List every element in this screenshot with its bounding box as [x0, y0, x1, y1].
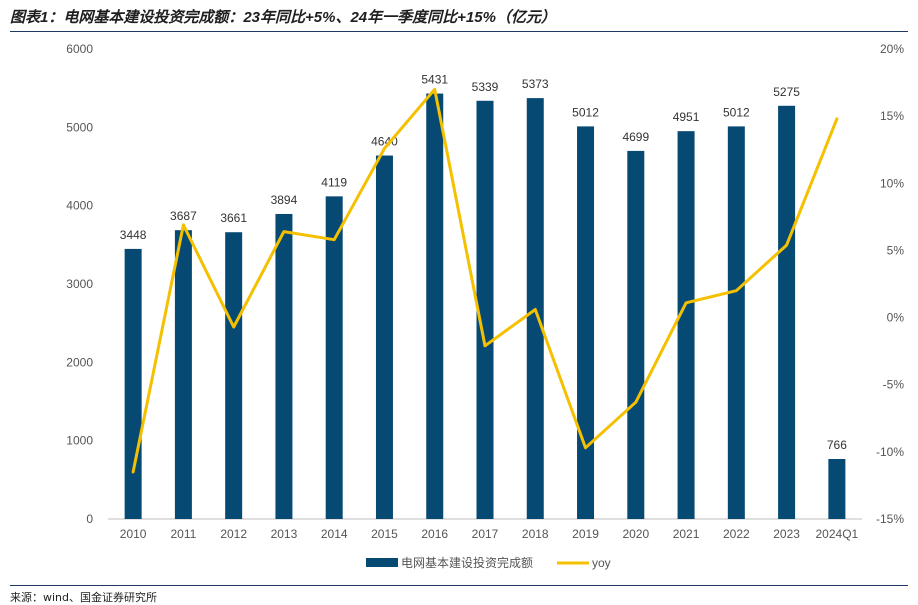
chart-legend: 电网基本建设投资完成额 yoy [366, 555, 611, 570]
y-left-tick-label: 0 [86, 512, 93, 526]
bar [577, 126, 594, 519]
bar-value-label: 4699 [622, 130, 649, 144]
y-right-tick-label: 0% [887, 311, 905, 325]
bar-value-label: 4951 [673, 110, 700, 124]
bar [778, 106, 795, 519]
x-tick-label: 2017 [472, 527, 499, 541]
bar [326, 196, 343, 519]
y-right-tick-label: -15% [876, 512, 904, 526]
y-left-tick-label: 6000 [66, 42, 93, 56]
bar-value-label: 5373 [522, 77, 549, 91]
bar-value-label: 3661 [220, 211, 247, 225]
x-tick-label: 2022 [723, 527, 750, 541]
source-note: 来源：wind、国金证券研究所 [10, 589, 157, 605]
bar [225, 232, 242, 519]
legend-label-bars: 电网基本建设投资完成额 [401, 555, 533, 570]
x-tick-label: 2010 [120, 527, 147, 541]
bar [376, 156, 393, 519]
bar-value-label: 5431 [421, 73, 448, 87]
y-left-tick-label: 3000 [66, 277, 93, 291]
x-tick-label: 2014 [321, 527, 348, 541]
bar-value-label: 3894 [271, 193, 298, 207]
bar [728, 126, 745, 519]
bar-value-label: 5012 [572, 105, 599, 119]
y-left-tick-label: 5000 [66, 120, 93, 134]
bar [275, 214, 292, 519]
y-right-tick-label: 5% [887, 243, 905, 257]
bar-value-label: 3687 [170, 209, 197, 223]
bar [426, 94, 443, 519]
x-tick-label: 2011 [170, 527, 196, 541]
bar [828, 459, 845, 519]
x-tick-label: 2013 [271, 527, 298, 541]
y-right-tick-label: -5% [883, 378, 905, 392]
x-tick-label: 2015 [371, 527, 398, 541]
bar [678, 131, 695, 519]
x-tick-label: 2024Q1 [816, 527, 859, 541]
y-right-tick-label: -10% [876, 445, 904, 459]
x-tick-label: 2019 [572, 527, 599, 541]
y-right-tick-label: 20% [880, 42, 904, 56]
x-tick-label: 2016 [421, 527, 448, 541]
bar [175, 230, 192, 519]
x-tick-label: 2021 [673, 527, 700, 541]
bar-value-label: 766 [827, 438, 847, 452]
x-tick-label: 2012 [220, 527, 247, 541]
x-tick-label: 2018 [522, 527, 549, 541]
bar-value-label: 5012 [723, 105, 750, 119]
bar [125, 249, 142, 519]
y-right-tick-label: 10% [880, 176, 904, 190]
bar-value-label: 4119 [321, 175, 347, 189]
bar-value-label: 5339 [472, 80, 499, 94]
bar-value-label: 5275 [773, 85, 800, 99]
legend-label-line: yoy [592, 556, 611, 570]
y-left-tick-label: 2000 [66, 355, 93, 369]
source-divider [10, 585, 908, 586]
bar-value-label: 3448 [120, 228, 147, 242]
x-tick-label: 2020 [622, 527, 649, 541]
y-right-tick-label: 15% [880, 109, 904, 123]
y-left-tick-label: 1000 [66, 434, 93, 448]
bar [627, 151, 644, 519]
y-left-tick-label: 4000 [66, 199, 93, 213]
legend-swatch-bars [366, 558, 398, 567]
x-tick-label: 2023 [773, 527, 800, 541]
